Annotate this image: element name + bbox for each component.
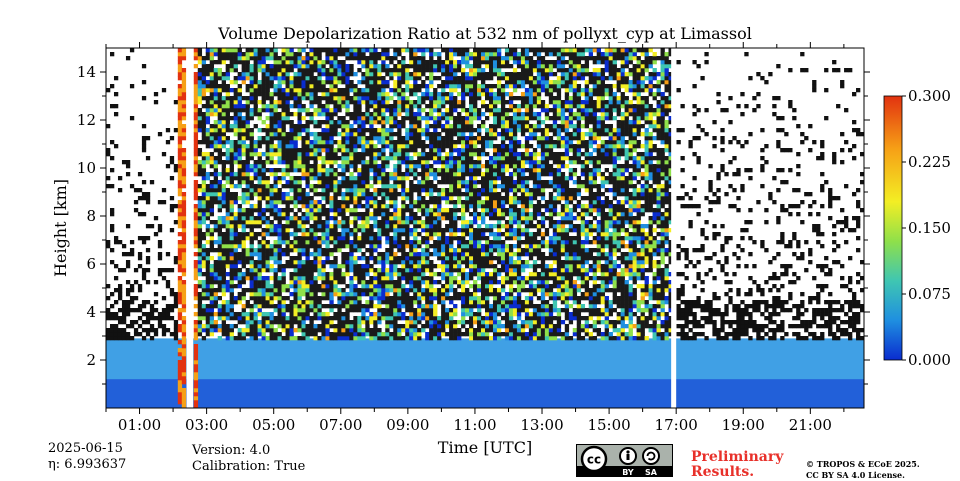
data-gap — [186, 48, 193, 408]
footer-date-block: 2025-06-15 η: 6.993637 — [48, 441, 126, 473]
x-tick-label: 05:00 — [252, 416, 295, 434]
colorbar-axis: 0.000 0.075 0.150 0.225 0.300 — [902, 87, 951, 369]
colorbar — [884, 96, 902, 360]
colorbar-tick-label: 0.150 — [908, 219, 951, 237]
y-tick-label: 2 — [86, 351, 96, 369]
x-tick-label: 09:00 — [386, 416, 429, 434]
footer-version-block: Version: 4.0 Calibration: True — [192, 443, 305, 475]
x-tick-label: 03:00 — [185, 416, 228, 434]
y-axis-label: Height [km] — [51, 179, 70, 277]
colorbar-tick-label: 0.225 — [908, 153, 951, 171]
colorbar-tick-label: 0.000 — [908, 351, 951, 369]
colorbar-tick-label: 0.300 — [908, 87, 951, 105]
y-tick-label: 8 — [86, 207, 96, 225]
eta-label: η: 6.993637 — [48, 457, 126, 473]
copyright-note: © TROPOS & ECoE 2025. CC BY SA 4.0 Licen… — [806, 459, 920, 481]
copyright-line-1: © TROPOS & ECoE 2025. — [806, 459, 920, 470]
preliminary-results-note: Preliminary Results. — [691, 450, 783, 480]
heatmap-plot — [106, 48, 864, 408]
y-tick-label: 12 — [77, 111, 96, 129]
y-tick-label: 14 — [77, 63, 96, 81]
x-tick-label: 01:00 — [118, 416, 161, 434]
y-tick-label: 4 — [86, 303, 96, 321]
copyright-line-2: CC BY SA 4.0 License. — [806, 470, 920, 481]
calibration-label: Calibration: True — [192, 459, 305, 475]
x-tick-label: 07:00 — [319, 416, 362, 434]
cc-sa-label: SA — [645, 468, 658, 476]
x-tick-label: 19:00 — [722, 416, 765, 434]
preliminary-line-2: Results. — [691, 465, 783, 480]
sa-icon — [643, 448, 659, 464]
y-tick-label: 6 — [86, 255, 96, 273]
x-tick-label: 15:00 — [587, 416, 630, 434]
cc-by-label: BY — [622, 468, 634, 476]
x-tick-label: 11:00 — [453, 416, 496, 434]
preliminary-line-1: Preliminary — [691, 450, 783, 465]
y-tick-label: 10 — [77, 159, 96, 177]
chart-title: Volume Depolarization Ratio at 532 nm of… — [0, 24, 960, 43]
cc-license-badge: cc BY SA — [576, 444, 673, 477]
colorbar-tick-label: 0.075 — [908, 285, 951, 303]
x-tick-label: 21:00 — [789, 416, 832, 434]
data-gap — [671, 48, 676, 408]
x-tick-label: 17:00 — [655, 416, 698, 434]
version-label: Version: 4.0 — [192, 443, 305, 459]
x-tick-label: 13:00 — [520, 416, 563, 434]
x-axis-label: Time [UTC] — [438, 438, 532, 457]
date-label: 2025-06-15 — [48, 441, 126, 457]
